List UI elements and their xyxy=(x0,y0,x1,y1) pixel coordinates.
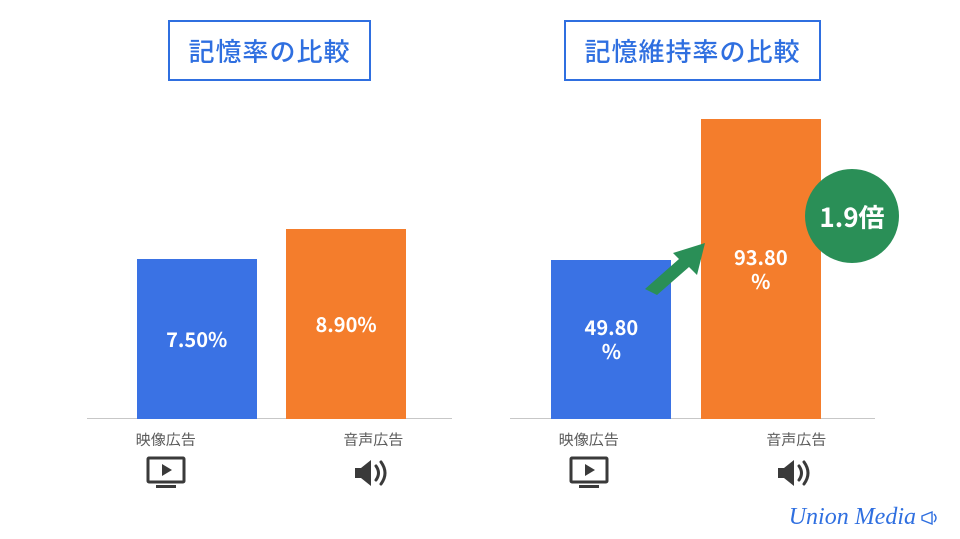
left-axis-row: 映像広告 音声広告 xyxy=(62,429,477,495)
tv-icon xyxy=(144,456,188,490)
growth-arrow-icon xyxy=(639,239,709,295)
bar-audio: 93.80% xyxy=(701,119,821,419)
bar-value-label: 93.80% xyxy=(728,245,794,293)
bar-audio: 8.90% xyxy=(286,229,406,419)
left-chart-panel: 記憶率の比較 7.50% 8.90% 映像広告 音声広告 xyxy=(62,20,477,480)
right-chart-area: 49.80% 93.80% 1.9倍 xyxy=(485,99,900,419)
bar-video: 7.50% xyxy=(137,259,257,419)
bar-value-label: 49.80% xyxy=(579,315,645,363)
bar-value-label: 7.50% xyxy=(160,327,233,351)
tv-icon-wrap xyxy=(567,456,611,495)
bar-value-label: 8.90% xyxy=(310,312,383,336)
left-chart-area: 7.50% 8.90% xyxy=(62,99,477,419)
axis-item: 音声広告 xyxy=(721,429,871,495)
speaker-icon xyxy=(351,456,395,490)
tv-icon-wrap xyxy=(144,456,188,495)
right-chart-panel: 記憶維持率の比較 49.80% 93.80% 1.9倍 映像広告 音声広告 xyxy=(485,20,900,480)
axis-item: 音声広告 xyxy=(298,429,448,495)
axis-label: 音声広告 xyxy=(343,429,403,450)
speaker-icon-wrap xyxy=(351,456,395,495)
right-axis-row: 映像広告 音声広告 xyxy=(485,429,900,495)
brand-logo: Union Media xyxy=(789,504,942,531)
axis-item: 映像広告 xyxy=(91,429,241,495)
megaphone-icon xyxy=(920,509,942,527)
speaker-icon-wrap xyxy=(774,456,818,495)
right-chart-title: 記憶維持率の比較 xyxy=(564,20,820,81)
axis-label: 映像広告 xyxy=(559,429,619,450)
speaker-icon xyxy=(774,456,818,490)
left-chart-title: 記憶率の比較 xyxy=(168,20,370,81)
axis-label: 映像広告 xyxy=(136,429,196,450)
multiplier-badge: 1.9倍 xyxy=(805,169,899,263)
tv-icon xyxy=(567,456,611,490)
axis-item: 映像広告 xyxy=(514,429,664,495)
axis-label: 音声広告 xyxy=(766,429,826,450)
brand-text: Union Media xyxy=(789,504,916,531)
